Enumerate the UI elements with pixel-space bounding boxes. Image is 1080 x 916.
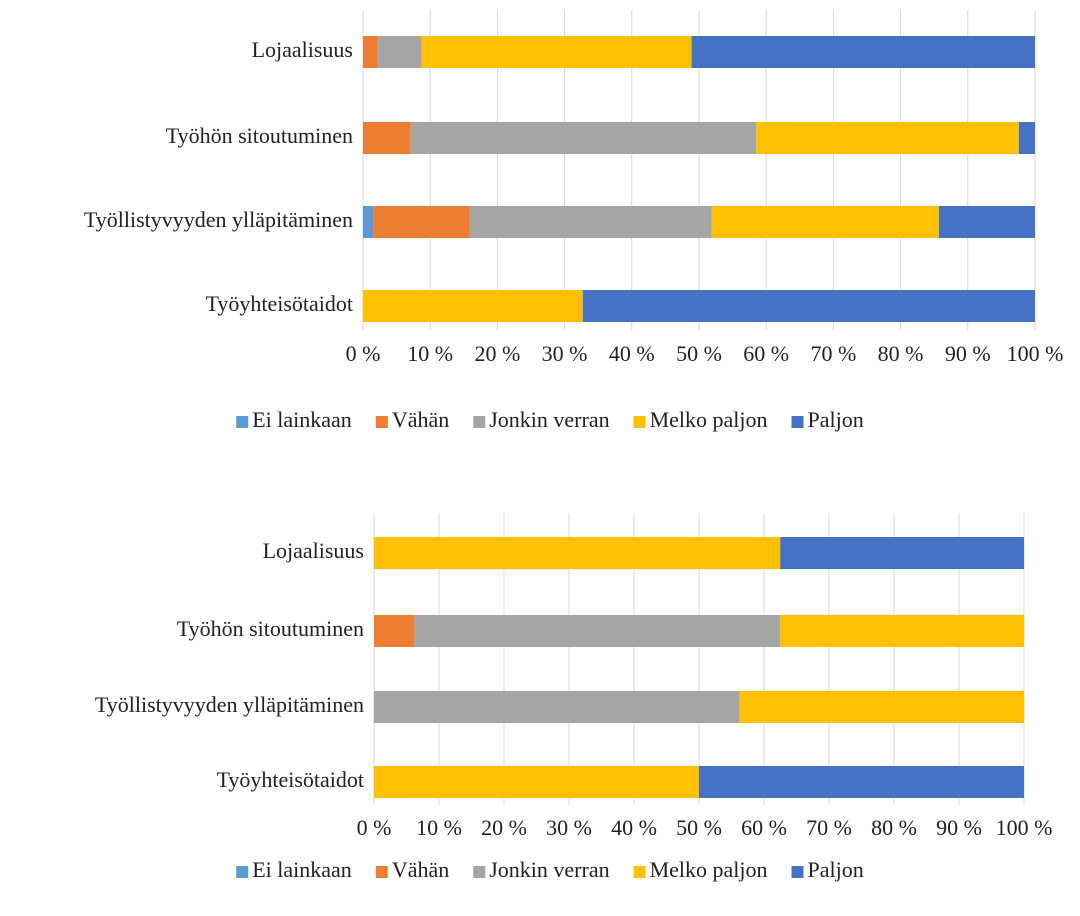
x-tick-label: 80 %: [871, 815, 917, 840]
bar-segment: [374, 691, 740, 723]
bar-segment: [469, 206, 712, 238]
x-tick-label: 60 %: [743, 341, 789, 366]
bar-segment: [363, 290, 583, 322]
bar-segment: [691, 36, 1035, 68]
legend-label: Ei lainkaan: [252, 857, 352, 882]
legend-swatch: [633, 866, 646, 878]
bar-segment: [780, 537, 1024, 569]
bar-segment: [756, 122, 1019, 154]
legend-swatch: [791, 866, 804, 878]
bar-segment: [739, 691, 1024, 723]
y-tick-label: Työyhteisötaidot: [216, 767, 364, 792]
legend-swatch: [473, 416, 486, 428]
bar-segment: [374, 766, 699, 798]
legend-swatch: [791, 416, 804, 428]
bar-segment: [373, 206, 470, 238]
chart: 0 % 10 % 20 % 30 % 40 % 50 % 60 % 70 % 80 % 90 % 1…: [84, 10, 1064, 432]
y-tick-label: Työhön sitoutuminen: [177, 616, 364, 641]
x-tick-label: 60 %: [741, 815, 787, 840]
legend-swatch: [375, 416, 388, 428]
bar-segment: [374, 537, 781, 569]
y-tick-label: Työllistyvyyden ylläpitäminen: [84, 207, 353, 232]
legend-label: Jonkin verran: [489, 407, 609, 432]
legend-swatch: [236, 866, 249, 878]
legend-label: Vähän: [392, 407, 449, 432]
legend-label: Melko paljon: [650, 857, 768, 882]
bar-segment: [363, 206, 374, 238]
x-tick-label: 90 %: [945, 341, 991, 366]
legend: Ei lainkaan Vähän Jonkin verran Melko paljo…: [236, 407, 864, 432]
legend-swatch: [633, 416, 646, 428]
x-tick-label: 20 %: [474, 341, 520, 366]
x-tick-label: 90 %: [936, 815, 982, 840]
x-tick-label: 100 %: [1007, 341, 1064, 366]
bar-segment: [938, 206, 1035, 238]
bar-segment: [414, 615, 781, 647]
y-tick-label: Työhön sitoutuminen: [166, 123, 353, 148]
x-tick-label: 10 %: [407, 341, 453, 366]
bar-segment: [582, 290, 1035, 322]
x-tick-label: 70 %: [806, 815, 852, 840]
x-tick-label: 70 %: [810, 341, 856, 366]
bar-segment: [711, 206, 939, 238]
y-tick-label: Lojaalisuus: [252, 37, 353, 62]
legend-label: Paljon: [808, 857, 864, 882]
legend-label: Paljon: [808, 407, 864, 432]
legend: Ei lainkaan Vähän Jonkin verran Melko paljo…: [236, 857, 864, 882]
x-tick-label: 50 %: [676, 341, 722, 366]
y-tick-label: Työllistyvyyden ylläpitäminen: [95, 692, 364, 717]
x-tick-label: 0 %: [357, 815, 392, 840]
legend-label: Jonkin verran: [489, 857, 609, 882]
bar-segment: [363, 122, 411, 154]
x-tick-label: 0 %: [346, 341, 381, 366]
bar-segment: [410, 122, 757, 154]
x-tick-label: 30 %: [542, 341, 588, 366]
bar-segment: [421, 36, 692, 68]
x-tick-label: 10 %: [416, 815, 462, 840]
legend-swatch: [473, 866, 486, 878]
legend-swatch: [375, 866, 388, 878]
chart: 0 % 10 % 20 % 30 % 40 % 50 % 60 % 70 % 80 % 90 % 1…: [95, 513, 1053, 882]
bar-segment: [377, 36, 422, 68]
bar-segment: [363, 36, 378, 68]
legend-label: Melko paljon: [650, 407, 768, 432]
legend-label: Ei lainkaan: [252, 407, 352, 432]
bar-segment: [780, 615, 1024, 647]
x-tick-label: 40 %: [609, 341, 655, 366]
y-tick-label: Työyhteisötaidot: [205, 291, 353, 316]
x-tick-label: 40 %: [611, 815, 657, 840]
legend-swatch: [236, 416, 249, 428]
x-tick-label: 20 %: [481, 815, 527, 840]
bar-segment: [1018, 122, 1035, 154]
bar-segment: [699, 766, 1024, 798]
x-tick-label: 100 %: [996, 815, 1053, 840]
x-tick-label: 30 %: [546, 815, 592, 840]
x-tick-label: 50 %: [676, 815, 722, 840]
x-tick-label: 80 %: [878, 341, 924, 366]
legend-label: Vähän: [392, 857, 449, 882]
y-tick-label: Lojaalisuus: [263, 538, 364, 563]
bar-segment: [374, 615, 415, 647]
